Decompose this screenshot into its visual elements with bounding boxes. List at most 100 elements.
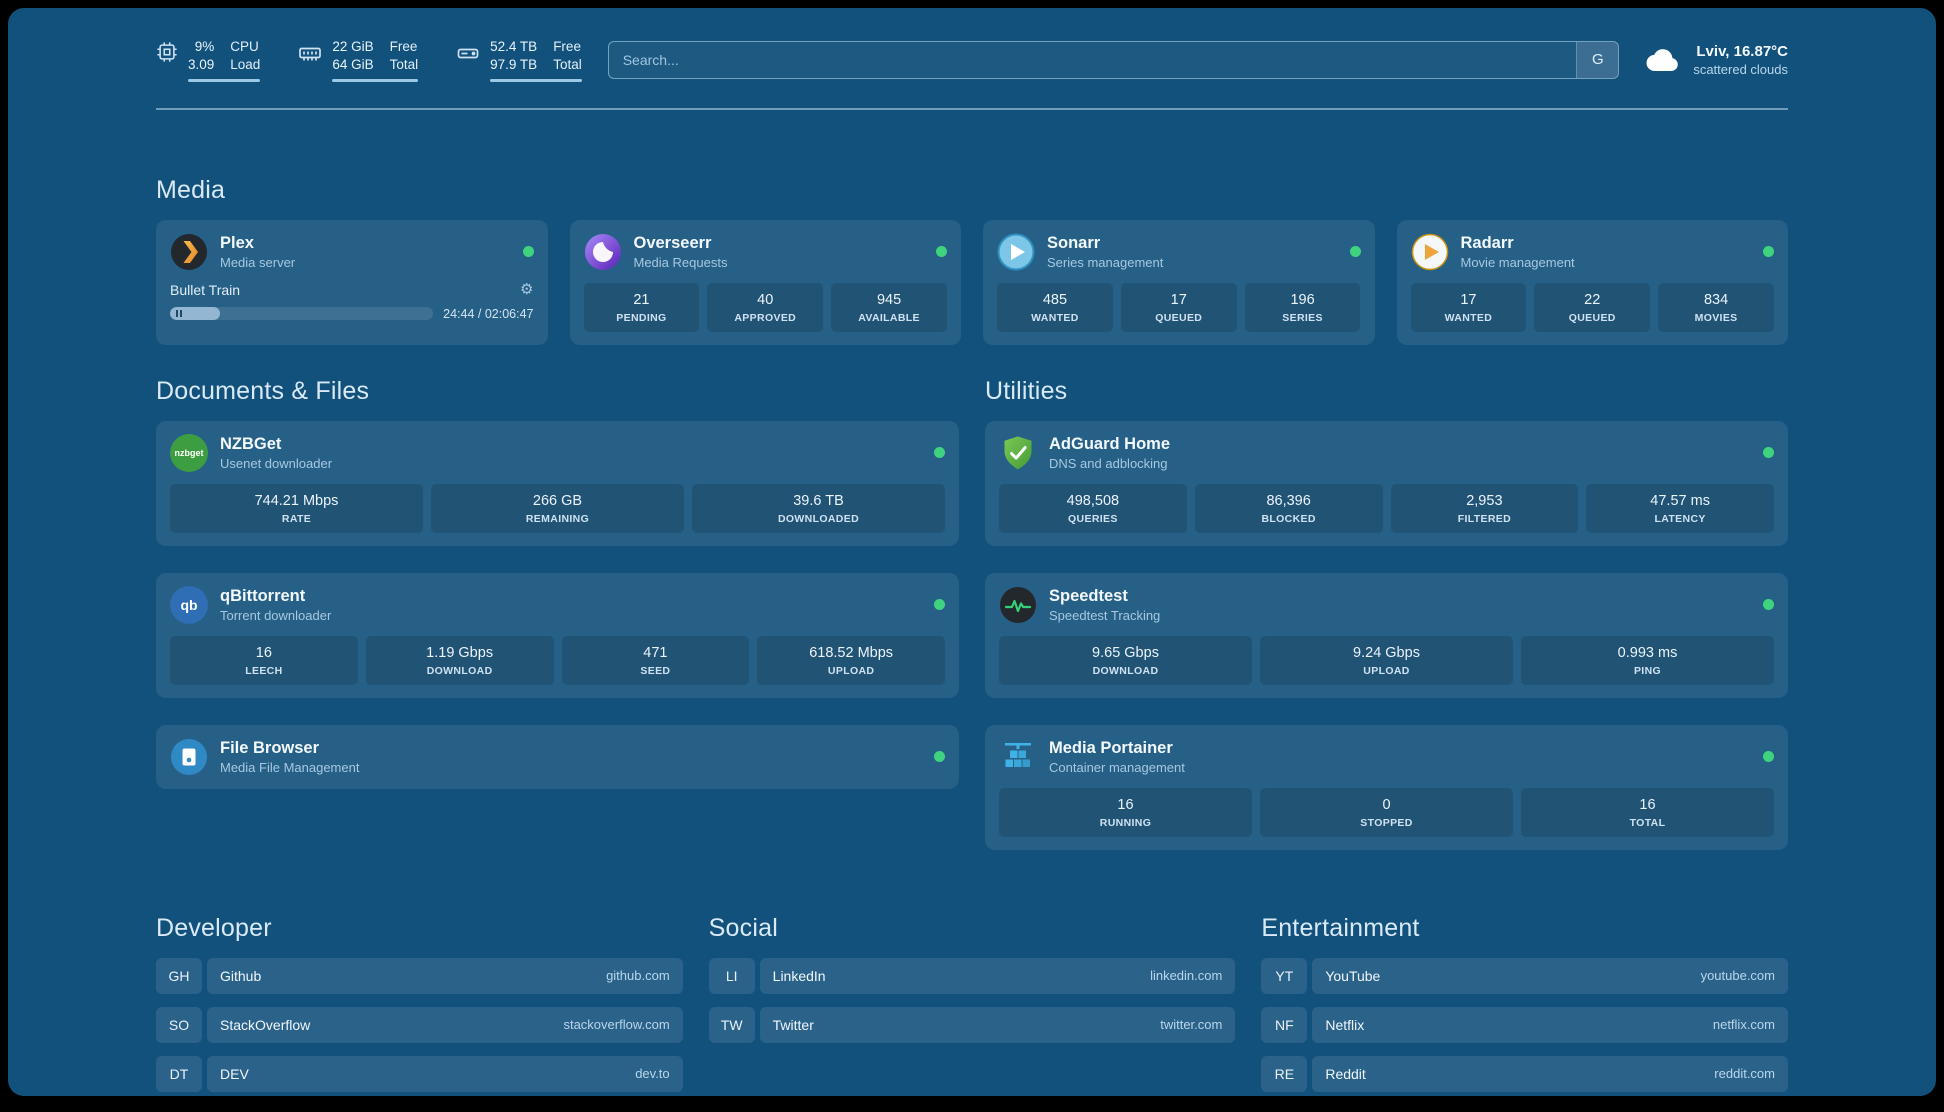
stat-label: UPLOAD [1363, 664, 1410, 677]
service-subtitle: Torrent downloader [220, 607, 332, 623]
stat-label: REMAINING [525, 512, 590, 525]
bookmark-abbr: LI [708, 957, 755, 994]
bookmark-name: Reddit [1325, 1065, 1366, 1082]
service-subtitle: Speedtest Tracking [1049, 607, 1161, 623]
service-subtitle: Usenet downloader [220, 455, 333, 471]
bookmark-youtube[interactable]: YT YouTube youtube.com [1261, 957, 1788, 994]
status-dot [1763, 246, 1774, 258]
service-card-filebrowser[interactable]: File Browser Media File Management [156, 724, 959, 789]
bookmark-stackoverflow[interactable]: SO StackOverflow stackoverflow.com [156, 1006, 683, 1043]
section-documents: Documents & Files nzbget NZBGet Usenet d… [156, 377, 959, 850]
service-name: Sonarr [1047, 233, 1101, 252]
bookmark-name: YouTube [1325, 967, 1381, 984]
qbittorrent-icon: qb [170, 585, 208, 624]
bookmark-abbr: YT [1261, 957, 1308, 994]
bookmark-dev[interactable]: DT DEV dev.to [156, 1055, 683, 1092]
disk-total: 97.9 TB [490, 56, 538, 72]
service-name: Overseerr [633, 233, 712, 252]
service-card-overseerr[interactable]: Overseerr Media Requests 21 PENDING 40 A… [569, 219, 961, 345]
memory-total-label: Total [389, 56, 419, 72]
memory-free-label: Free [389, 39, 418, 54]
plex-icon [170, 233, 208, 271]
overseerr-icon [584, 233, 622, 271]
stat-value: 471 [643, 644, 668, 661]
playback-progress[interactable] [170, 307, 434, 321]
resource-widgets: 9% 3.09 CPU Load [156, 38, 582, 82]
filebrowser-icon [170, 738, 208, 776]
stat-download: 9.65 Gbps DOWNLOAD [999, 635, 1252, 685]
section-utilities: Utilities AdGuard Home DNS and adblockin… [985, 377, 1788, 850]
stat-label: TOTAL [1629, 816, 1666, 829]
service-card-sonarr[interactable]: Sonarr Series management 485 WANTED 17 Q… [983, 219, 1375, 345]
search-input[interactable] [608, 41, 1577, 78]
memory-meter [332, 78, 419, 82]
stat-value: 16 [255, 644, 272, 661]
weather-widget[interactable]: Lviv, 16.87°C scattered clouds [1645, 43, 1788, 77]
bookmark-domain: netflix.com [1712, 1017, 1775, 1033]
stat-queries: 498,508 QUERIES [999, 483, 1187, 533]
stat-label: QUEUED [1568, 311, 1616, 324]
stat-blocked: 86,396 BLOCKED [1194, 483, 1383, 533]
bookmark-github[interactable]: GH Github github.com [156, 957, 683, 994]
playback-time: 24:44 / 02:06:47 [443, 306, 534, 321]
stat-value: 196 [1290, 291, 1315, 308]
section-title-social: Social [708, 913, 778, 942]
section-title-media: Media [156, 175, 226, 204]
stat-value: 1.19 Gbps [426, 644, 494, 661]
nzbget-icon: nzbget [170, 433, 208, 472]
stat-filtered: 2,953 FILTERED [1390, 483, 1579, 533]
stat-remaining: 266 GB REMAINING [431, 483, 684, 533]
stat-value: 498,508 [1066, 492, 1120, 509]
service-subtitle: Media Requests [633, 254, 728, 270]
settings-gear-icon[interactable]: ⚙ [520, 281, 534, 299]
stat-label: WANTED [1031, 311, 1079, 324]
stat-label: WANTED [1444, 311, 1493, 324]
bookmark-reddit[interactable]: RE Reddit reddit.com [1261, 1055, 1788, 1092]
bookmark-domain: reddit.com [1714, 1066, 1775, 1082]
stat-upload: 9.24 Gbps UPLOAD [1260, 635, 1513, 685]
cpu-load-label: Load [230, 56, 261, 72]
search-provider-button[interactable]: G [1576, 41, 1619, 78]
stat-value: 17 [1460, 291, 1477, 308]
status-dot [1763, 599, 1774, 611]
stat-rate: 744.21 Mbps RATE [170, 483, 423, 533]
service-name: qBittorrent [220, 586, 306, 605]
section-title-developer: Developer [156, 913, 272, 942]
bookmark-domain: dev.to [635, 1066, 670, 1082]
bookmark-name: Github [220, 967, 262, 984]
stat-wanted: 17 WANTED [1410, 282, 1527, 332]
bookmark-domain: twitter.com [1160, 1017, 1223, 1033]
cpu-widget: 9% 3.09 CPU Load [156, 38, 261, 82]
service-card-speedtest[interactable]: Speedtest Speedtest Tracking 9.65 Gbps D… [985, 572, 1788, 698]
stat-value: 618.52 Mbps [809, 644, 894, 661]
bookmark-linkedin[interactable]: LI LinkedIn linkedin.com [708, 957, 1236, 994]
service-card-portainer[interactable]: Media Portainer Container management 16 … [985, 724, 1788, 850]
bookmark-netflix[interactable]: NF Netflix netflix.com [1261, 1006, 1788, 1043]
service-card-radarr[interactable]: Radarr Movie management 17 WANTED 22 QUE… [1396, 219, 1788, 345]
cloud-icon [1645, 46, 1681, 73]
service-card-qbittorrent[interactable]: qb qBittorrent Torrent downloader 16 [156, 572, 959, 698]
stat-leech: 16 LEECH [170, 635, 358, 685]
stat-label: BLOCKED [1261, 512, 1316, 525]
service-name: NZBGet [220, 434, 282, 453]
stat-series: 196 SERIES [1244, 282, 1361, 332]
stat-value: 945 [876, 291, 902, 308]
stat-value: 22 [1584, 291, 1601, 308]
service-card-nzbget[interactable]: nzbget NZBGet Usenet downloader 744.21 M… [156, 420, 959, 546]
stat-value: 0.993 ms [1617, 644, 1678, 661]
stat-value: 485 [1042, 291, 1068, 308]
pause-icon[interactable] [176, 310, 182, 318]
service-subtitle: Media File Management [220, 759, 360, 775]
service-card-plex[interactable]: Plex Media server Bullet Train ⚙ [156, 219, 548, 345]
service-name: Media Portainer [1049, 738, 1173, 757]
portainer-icon [999, 738, 1037, 776]
stat-value: 40 [757, 291, 774, 308]
stat-value: 16 [1117, 796, 1134, 813]
stat-value: 16 [1639, 796, 1656, 813]
weather-condition: scattered clouds [1693, 61, 1788, 77]
bookmark-group-entertainment: Entertainment YT YouTube youtube.com NF … [1261, 914, 1788, 1092]
bookmark-twitter[interactable]: TW Twitter twitter.com [708, 1006, 1236, 1043]
bookmark-name: Netflix [1325, 1016, 1365, 1033]
service-subtitle: Container management [1049, 759, 1185, 775]
service-card-adguard[interactable]: AdGuard Home DNS and adblocking 498,508 … [985, 420, 1788, 546]
